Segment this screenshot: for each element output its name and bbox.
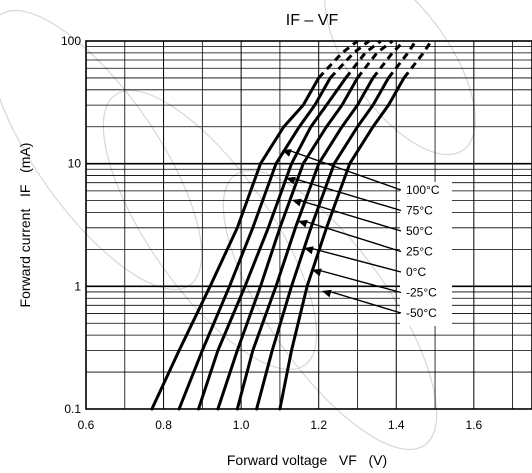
- legend-label: 25°C: [406, 245, 433, 259]
- legend-leader-line: [309, 247, 402, 273]
- y-tick-label: 10: [68, 157, 82, 171]
- legend: 100°C 75°C 50°C 25°C 0°C -25°C -50°C: [282, 149, 452, 326]
- legend-arrowhead: [292, 198, 302, 207]
- x-tick-label: 1.0: [233, 418, 250, 432]
- legend-item: -50°C: [322, 289, 437, 320]
- series-3: [197, 39, 382, 411]
- legend-item: 0°C: [304, 246, 426, 279]
- legend-label: 0°C: [406, 265, 426, 279]
- x-tick-label: 1.2: [310, 418, 327, 432]
- y-axis-label: Forward current IF (mA): [17, 143, 33, 308]
- legend-arrowhead: [286, 176, 296, 185]
- series-line: [150, 76, 321, 411]
- series-line-dashed: [371, 39, 406, 79]
- legend-item: 100°C: [282, 149, 440, 197]
- x-tick-label: 0.8: [155, 418, 172, 432]
- series-5: [235, 39, 406, 411]
- curves: [150, 39, 433, 411]
- legend-label: 75°C: [406, 204, 433, 218]
- legend-leader-line: [287, 149, 402, 191]
- x-axis-label: Forward voltage VF (V): [227, 452, 387, 468]
- series-line: [177, 76, 332, 411]
- watermark: [0, 0, 476, 451]
- x-tick-label: 1.4: [388, 418, 405, 432]
- y-tick-label: 0.1: [64, 402, 81, 416]
- chart-title: IF – VF: [286, 12, 339, 29]
- legend-item: 25°C: [298, 219, 433, 259]
- y-tick-label: 1: [74, 279, 81, 293]
- series-line-dashed: [387, 40, 417, 79]
- series-line: [278, 76, 406, 411]
- legend-leader-line: [297, 199, 402, 232]
- series-4: [216, 39, 394, 411]
- series-line: [235, 76, 375, 411]
- legend-leader-line: [327, 290, 402, 314]
- legend-label: 100°C: [406, 183, 440, 197]
- series-2: [177, 39, 371, 411]
- legend-arrowhead: [282, 149, 292, 157]
- legend-label: 50°C: [406, 224, 433, 238]
- series-line: [216, 76, 359, 411]
- x-tick-labels: 0.6 0.8 1.0 1.2 1.4 1.6: [78, 418, 483, 432]
- series-1: [150, 39, 359, 411]
- y-tick-labels: 0.1 1 10 100: [61, 34, 81, 416]
- legend-item: 75°C: [286, 176, 433, 218]
- plot-area-frame: [85, 40, 532, 410]
- legend-label: -50°C: [406, 306, 437, 320]
- x-tick-label: 1.6: [465, 418, 482, 432]
- series-line: [255, 76, 390, 411]
- legend-item: 50°C: [292, 198, 433, 238]
- legend-arrowhead: [298, 219, 308, 228]
- legend-background: [400, 182, 452, 326]
- series-line: [197, 76, 348, 411]
- series-7: [278, 40, 433, 411]
- series-6: [255, 40, 417, 411]
- legend-item: -25°C: [312, 268, 437, 300]
- legend-arrowhead: [304, 246, 314, 255]
- legend-arrowhead: [322, 289, 332, 298]
- legend-leader-line: [303, 220, 402, 253]
- y-tick-label: 100: [61, 34, 81, 48]
- legend-label: -25°C: [406, 286, 437, 300]
- legend-arrowhead: [312, 268, 322, 277]
- x-tick-label: 0.6: [78, 418, 95, 432]
- series-line-dashed: [402, 40, 433, 79]
- legend-leader-line: [291, 177, 402, 212]
- legend-leader-line: [317, 269, 402, 294]
